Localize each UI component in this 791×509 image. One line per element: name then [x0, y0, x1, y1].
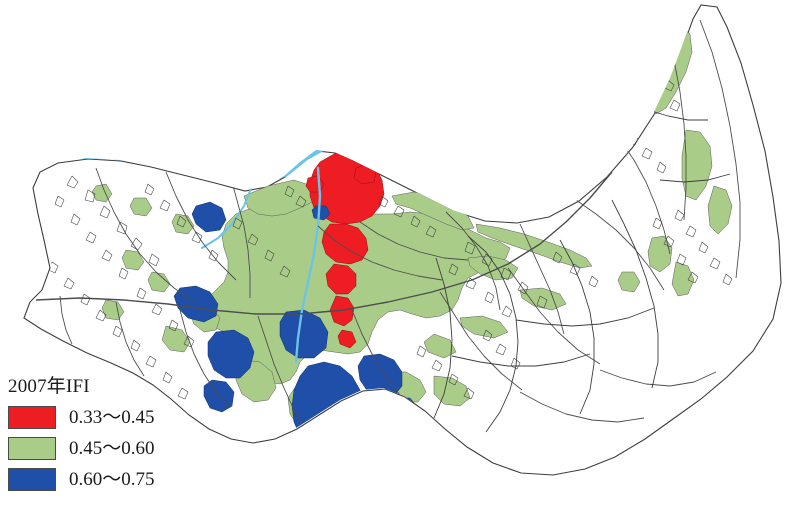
admin-line-f: [451, 353, 591, 367]
region-northwest-fleck-b: [129, 197, 153, 217]
speckle-ne-4: [652, 217, 699, 284]
road-secondary-p: [179, 309, 231, 409]
legend-swatch-green: [8, 437, 56, 460]
road-secondary-k: [699, 19, 741, 279]
region-southwest-basin: [207, 329, 255, 379]
region-east-ridge-b: [671, 261, 695, 297]
region-south-fleck-c: [331, 451, 361, 473]
road-secondary-t: [519, 391, 645, 423]
region-northwest-fleck-c: [171, 213, 195, 235]
speckle-nw-3: [144, 183, 219, 262]
region-northwest-spur: [191, 201, 227, 233]
road-secondary-i: [619, 139, 671, 255]
region-urban-fleck-c: [337, 329, 357, 349]
road-secondary-s: [599, 369, 717, 387]
road-secondary-c: [231, 181, 251, 298]
speckle-s-3: [358, 429, 401, 452]
road-secondary-l: [257, 315, 307, 431]
admin-line-h: [647, 109, 708, 121]
speckle-s-1: [416, 345, 475, 400]
road-secondary-n: [439, 291, 523, 391]
road-secondary-q: [115, 301, 145, 377]
speckle-w-2: [136, 287, 195, 348]
speckle-e-2: [448, 263, 513, 318]
speckle-nw-2: [54, 195, 129, 280]
region-west-strip-b: [161, 325, 191, 353]
region-urban-core-mid: [325, 263, 357, 295]
legend-label-2: 0.45～0.60: [69, 438, 155, 459]
region-class-green: [91, 25, 733, 429]
river-branch-west: [201, 185, 253, 249]
admin-boundaries: [433, 109, 731, 433]
legend-swatch-blue: [8, 468, 56, 491]
map-legend: 2007年IFI 0.33～0.45 0.45～0.60 0.60～0.75: [8, 376, 208, 495]
road-secondary-e: [359, 221, 469, 261]
speckle-n-1: [378, 195, 437, 238]
region-east-ridge-c: [617, 271, 641, 293]
road-secondary-h: [575, 199, 665, 291]
region-northwest-edge-fleck: [311, 205, 331, 221]
legend-row-2: 0.45～0.60: [8, 433, 208, 464]
admin-line-a: [467, 235, 519, 433]
road-secondary-o: [507, 267, 601, 365]
region-east-arm: [475, 223, 593, 269]
speckle-e-1: [464, 241, 548, 309]
region-northeast-valley-b: [637, 51, 661, 101]
road-secondary-a: [95, 167, 195, 303]
road-secondary-g: [519, 223, 565, 335]
admin-line-d: [433, 257, 453, 419]
region-south-lobe-e: [433, 375, 471, 407]
legend-title: 2007年IFI: [8, 376, 90, 397]
region-north-collar: [243, 179, 313, 217]
region-east-pocket-d: [423, 333, 457, 359]
region-west-fleck-d: [121, 249, 145, 271]
admin-line-c: [611, 199, 659, 389]
region-east-pocket-a: [467, 255, 519, 281]
speckle-s-2: [482, 329, 521, 370]
road-main-eastwest: [35, 171, 613, 315]
speckle-w-1: [48, 261, 123, 338]
region-urban-core-south: [329, 295, 355, 327]
speckle-sw-1: [130, 339, 189, 400]
speckle-ne-3: [674, 209, 733, 286]
speckle-c-1: [232, 217, 291, 278]
admin-line-g: [659, 173, 731, 183]
legend-row-3: 0.60～0.75: [8, 464, 208, 495]
legend-label-1: 0.33～0.45: [69, 407, 155, 428]
region-east-pocket-b: [519, 287, 567, 311]
legend-label-3: 0.60～0.75: [69, 469, 155, 490]
legend-swatch-red: [8, 406, 56, 429]
admin-line-e: [515, 307, 655, 327]
road-secondary-f: [445, 211, 501, 311]
region-northeast-slope-b: [681, 129, 713, 201]
region-west-fleck-e: [147, 271, 171, 293]
region-central-blue-a: [279, 309, 329, 359]
region-east-pocket-c: [459, 315, 509, 339]
speckle-nw-1: [66, 175, 160, 267]
road-secondary-r: [59, 295, 73, 345]
region-west-basin: [173, 285, 219, 323]
road-secondary-b: [165, 171, 237, 281]
river-branch-south: [294, 166, 322, 364]
region-northeast-slope-c: [707, 185, 733, 235]
speckle-n-2: [284, 185, 307, 208]
legend-row-1: 0.33～0.45: [8, 402, 208, 433]
region-south-fleck-a: [367, 401, 397, 429]
road-secondary-d: [317, 225, 443, 281]
